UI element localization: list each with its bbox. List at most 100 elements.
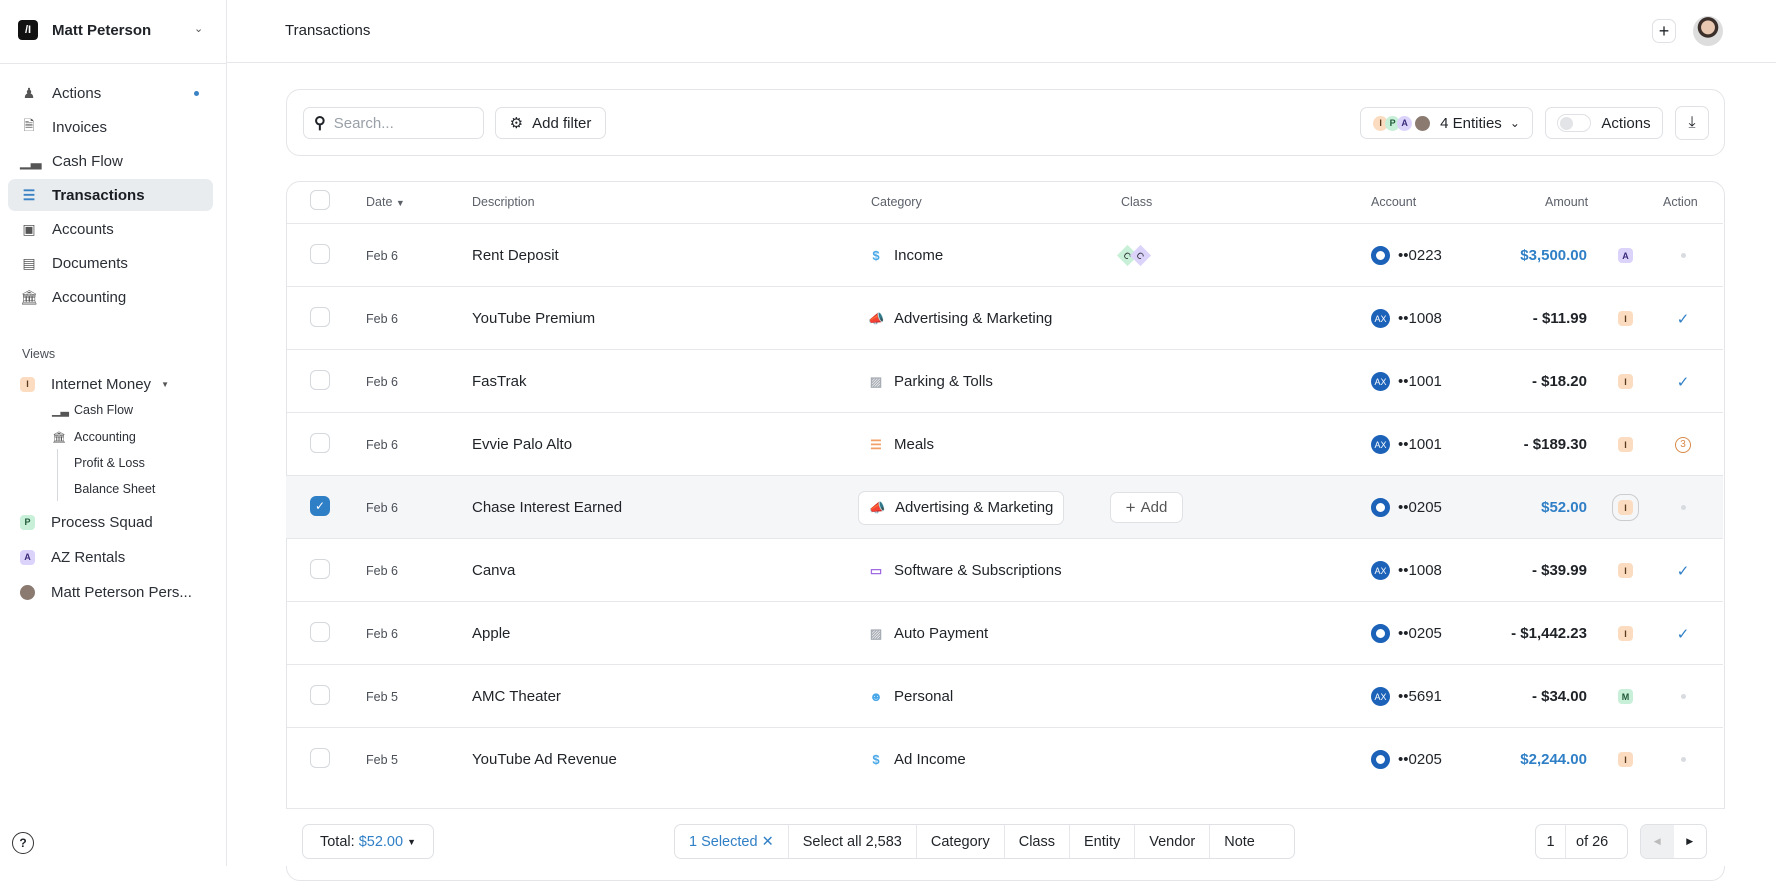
row-checkbox[interactable] — [310, 370, 330, 390]
sub-item[interactable]: Balance Sheet — [74, 482, 155, 496]
page-input[interactable]: 1 of 26 — [1535, 824, 1628, 859]
select-all-checkbox[interactable] — [310, 190, 330, 210]
description: YouTube Ad Revenue — [472, 751, 617, 768]
bulk-vendor-button[interactable]: Vendor — [1134, 825, 1209, 858]
caret-down-icon[interactable]: ▼ — [161, 379, 169, 389]
chevron-down-icon[interactable]: ⌄ — [194, 23, 204, 35]
view-item[interactable]: I Internet Money ▼ — [8, 368, 213, 400]
toggle-switch[interactable] — [1557, 114, 1592, 132]
cell: - $11.99 — [1386, 287, 1587, 350]
table-row[interactable]: Feb 6 Apple ▨ Auto Payment ••0205 - $1,442.23… — [286, 601, 1723, 664]
dot-icon — [1680, 757, 1686, 762]
total-dropdown[interactable]: Total: $52.00 ▼ — [302, 824, 434, 859]
search-placeholder: Search... — [333, 114, 394, 132]
add-filter-button[interactable]: ⚙ Add filter — [495, 107, 606, 139]
avatar[interactable] — [1693, 16, 1723, 46]
category-select[interactable]: 📣 Advertising & Marketing — [858, 490, 1065, 525]
bulk-class-button[interactable]: Class — [1003, 825, 1069, 858]
bulk-entity-button[interactable]: Entity — [1068, 825, 1134, 858]
user-name[interactable]: Matt Peterson — [52, 22, 152, 39]
view-item[interactable]: A AZ Rentals — [8, 541, 213, 573]
column-amount[interactable]: Amount — [1545, 195, 1589, 209]
add-button[interactable]: + — [1652, 19, 1676, 43]
actions-toggle-button[interactable]: Actions — [1545, 107, 1663, 139]
total-label: Total: — [319, 833, 355, 850]
sidebar-item-cash-flow[interactable]: ▁▃ Cash Flow — [8, 145, 213, 177]
table-row[interactable]: Feb 6 YouTube Premium 📣 Advertising & Marke… — [286, 286, 1723, 349]
column-category[interactable]: Category — [871, 195, 922, 209]
search-input[interactable]: ⚲ Search... — [303, 107, 484, 139]
sidebar-item-actions[interactable]: ♟ Actions — [8, 77, 213, 109]
row-checkbox[interactable] — [310, 748, 330, 768]
entity-badge[interactable]: I — [1618, 563, 1633, 578]
download-icon[interactable]: ⤓ — [1675, 106, 1709, 140]
check-icon[interactable]: ✓ — [1676, 625, 1690, 643]
class-badge[interactable]: C — [1129, 244, 1152, 267]
page-count: of 26 — [1576, 833, 1609, 850]
add-class-label: Add — [1140, 499, 1168, 516]
entity-badge[interactable]: I — [1618, 311, 1633, 326]
bulk-note-button[interactable]: Note — [1209, 825, 1269, 858]
sidebar-item-accounting[interactable]: 🏛 Accounting — [8, 281, 213, 313]
action-count-badge[interactable]: 3 — [1675, 436, 1691, 453]
row-checkbox[interactable] — [310, 244, 330, 264]
cell: AX ••1001 — [1371, 350, 1442, 413]
amex-bank-icon: AX — [1371, 372, 1390, 391]
table-row[interactable]: Feb 5 YouTube Ad Revenue $ Ad Income ••0205 $… — [286, 727, 1723, 790]
entity-badge[interactable]: A — [1618, 248, 1633, 263]
sidebar-item-invoices[interactable]: 🗎 Invoices — [8, 111, 213, 143]
view-label: Matt Peterson Pers... — [51, 583, 192, 601]
row-checkbox[interactable] — [310, 307, 330, 327]
table-row[interactable]: Feb 6 Evvie Palo Alto ☰ Meals AX ••1001 - $189… — [286, 412, 1723, 475]
row-checkbox[interactable] — [310, 559, 330, 579]
entity-badge[interactable]: I — [1618, 374, 1633, 389]
entity-badge[interactable]: I — [1618, 626, 1633, 641]
sub-item[interactable]: Profit & Loss — [74, 456, 145, 470]
sidebar-item-documents[interactable]: ▤ Documents — [8, 247, 213, 279]
entity-badge[interactable]: M — [1618, 689, 1633, 704]
bank-icon: 🏛 — [52, 431, 66, 444]
row-checkbox[interactable] — [310, 433, 330, 453]
select-all-button[interactable]: Select all 2,583 — [787, 825, 916, 858]
check-icon[interactable]: ✓ — [1676, 373, 1690, 391]
amex-bank-icon: AX — [1371, 561, 1390, 580]
prev-page-icon[interactable]: ◀ — [1641, 825, 1674, 858]
sub-item[interactable]: 🏛 Accounting — [52, 430, 136, 444]
bulk-category-button[interactable]: Category — [915, 825, 1004, 858]
cell: Feb 6 — [366, 350, 398, 413]
column-class[interactable]: Class — [1121, 195, 1153, 209]
amount: $2,244.00 — [1520, 751, 1587, 768]
footer-bar: Total: $52.00 ▼ 1 Selected ✕ Select all … — [286, 808, 1725, 866]
view-item[interactable]: Matt Peterson Pers... — [8, 576, 213, 608]
column-date[interactable]: Date ▼ — [366, 195, 405, 209]
check-icon[interactable]: ✓ — [1676, 310, 1690, 328]
table-row[interactable]: Feb 5 AMC Theater ☻ Personal AX ••5691 - $34.0… — [286, 664, 1723, 727]
next-page-icon[interactable]: ▶ — [1686, 836, 1694, 846]
help-icon[interactable]: ? — [12, 832, 34, 854]
table-row[interactable]: Feb 6 Rent Deposit $ Income C C ••0223 $3,500.0… — [286, 223, 1723, 286]
entity-badge[interactable]: I — [1612, 494, 1639, 521]
entity-badge[interactable]: I — [1618, 437, 1633, 452]
entity-badge[interactable]: I — [1618, 752, 1633, 767]
add-class-button[interactable]: + Add — [1110, 492, 1183, 523]
category: Income — [894, 247, 944, 264]
car-icon: ▨ — [869, 625, 883, 641]
table-row[interactable]: Feb 6 FasTrak ▨ Parking & Tolls AX ••1001 - $1… — [286, 349, 1723, 412]
column-account[interactable]: Account — [1371, 195, 1417, 209]
row-checkbox[interactable] — [310, 622, 330, 642]
selected-count[interactable]: 1 Selected ✕ — [689, 833, 774, 850]
page-number[interactable]: 1 — [1536, 825, 1566, 858]
sub-item-label: Accounting — [74, 430, 136, 444]
view-item[interactable]: P Process Squad — [8, 506, 213, 538]
table-row[interactable]: ✓ Feb 6 Chase Interest Earned 📣 Advertising … — [286, 475, 1723, 538]
check-icon[interactable]: ✓ — [1676, 562, 1690, 580]
column-description[interactable]: Description — [472, 195, 535, 209]
table-row[interactable]: Feb 6 Canva ▭ Software & Subscriptions AX ••1… — [286, 538, 1723, 601]
sub-item[interactable]: ▁▃ Cash Flow — [52, 403, 133, 417]
sidebar-item-transactions[interactable]: ☰ Transactions — [8, 179, 213, 211]
sidebar-item-accounts[interactable]: ▣ Accounts — [8, 213, 213, 245]
row-checkbox[interactable] — [310, 685, 330, 705]
row-checkbox[interactable]: ✓ — [310, 496, 330, 516]
sidebar-item-label: Cash Flow — [52, 152, 123, 170]
